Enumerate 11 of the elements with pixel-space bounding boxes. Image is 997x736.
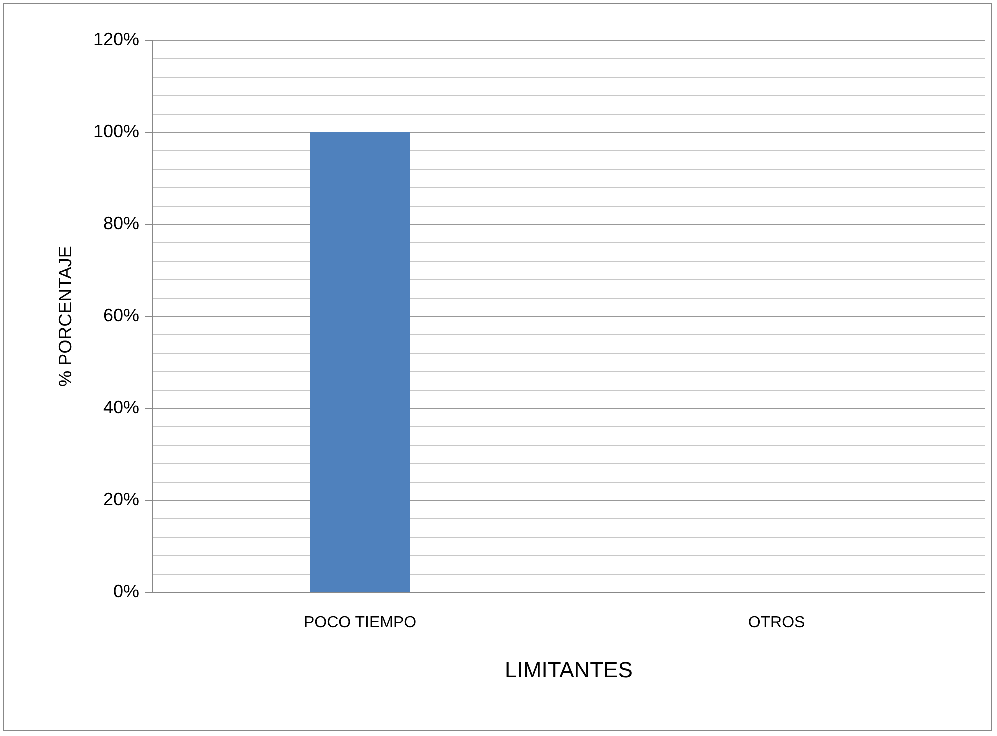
y-tick-label: 20%	[103, 490, 140, 510]
x-tick-label: OTROS	[748, 614, 806, 632]
y-tick-label: 100%	[93, 122, 140, 142]
y-tick-label: 120%	[93, 30, 140, 50]
y-tick-label: 60%	[103, 306, 140, 326]
y-tick-label: 40%	[103, 398, 140, 418]
y-axis-title: % PORCENTAJE	[55, 246, 76, 387]
y-tick-label: 80%	[103, 214, 140, 234]
x-tick-label: POCO TIEMPO	[304, 614, 417, 632]
y-tick-label: 0%	[113, 582, 140, 602]
x-axis-title: LIMITANTES	[505, 658, 633, 682]
